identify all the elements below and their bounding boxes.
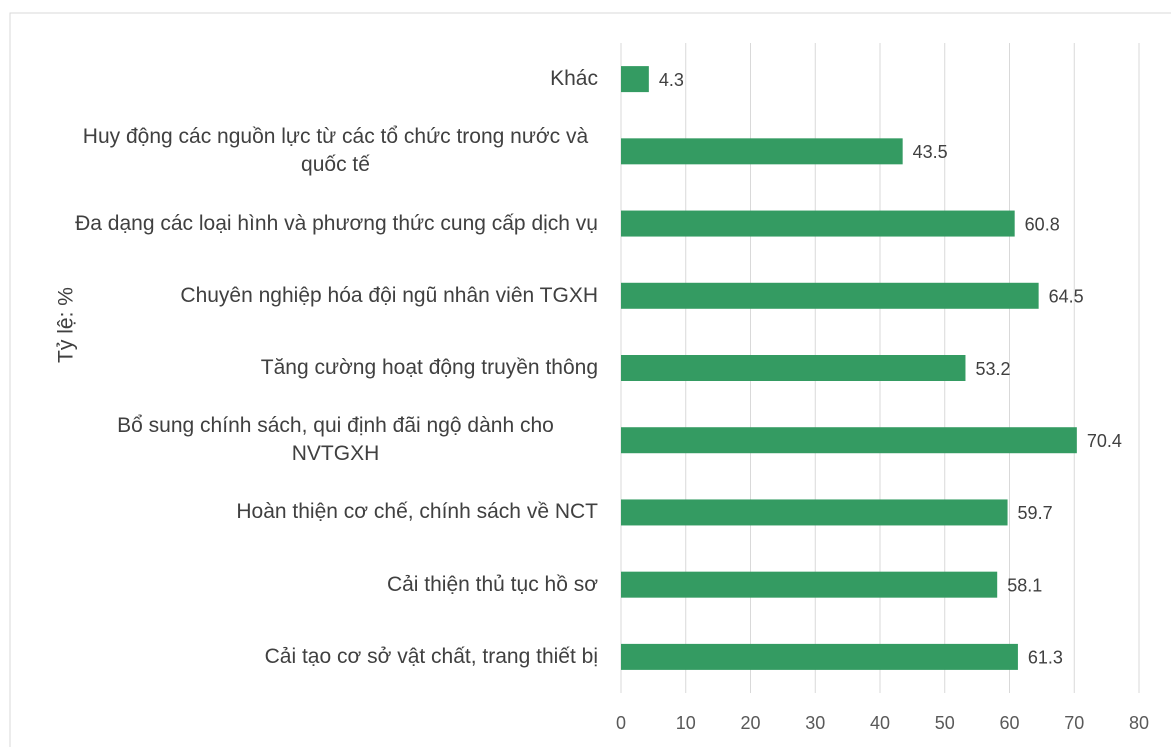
- category-label: Cải tạo cơ sở vật chất, trang thiết bị: [264, 644, 598, 668]
- chart-frame: [9, 12, 1171, 747]
- category-label-box: Đa dạng các loại hình và phương thức cun…: [38, 210, 598, 238]
- bar: [621, 643, 1018, 670]
- x-tick-label: 60: [999, 713, 1019, 733]
- data-label: 43.5: [913, 142, 948, 162]
- category-label: Chuyên nghiệp hóa đội ngũ nhân viên TGXH: [180, 283, 598, 307]
- bar: [621, 355, 966, 381]
- category-label-box: Cải tạo cơ sở vật chất, trang thiết bị: [38, 643, 598, 671]
- bar: [621, 427, 1077, 454]
- category-label-box: Tăng cường hoạt động truyền thông: [38, 354, 598, 382]
- bar: [621, 66, 649, 93]
- data-label: 64.5: [1049, 287, 1084, 307]
- x-tick-label: 10: [676, 713, 696, 733]
- category-label-box: Khác: [38, 65, 598, 93]
- bar: [621, 571, 998, 598]
- x-tick-label: 40: [870, 713, 890, 733]
- category-label: Hoàn thiện cơ chế, chính sách về NCT: [236, 500, 598, 524]
- bar: [621, 138, 903, 165]
- data-label: 53.2: [975, 359, 1010, 379]
- x-tick-label: 20: [740, 713, 760, 733]
- data-label: 58.1: [1007, 575, 1042, 595]
- data-label: 70.4: [1087, 431, 1122, 451]
- category-label-box: Cải thiện thủ tục hồ sơ: [38, 571, 598, 599]
- bar: [621, 499, 1008, 526]
- category-label: Bổ sung chính sách, qui định đãi ngộ dàn…: [117, 414, 554, 466]
- category-label: Tăng cường hoạt động truyền thông: [260, 356, 598, 379]
- x-tick-label: 30: [805, 713, 825, 733]
- data-label: 61.3: [1028, 648, 1063, 668]
- category-label-box: Bổ sung chính sách, qui định đãi ngộ dàn…: [38, 412, 598, 468]
- data-label: 4.3: [659, 70, 684, 90]
- category-label-box: Chuyên nghiệp hóa đội ngũ nhân viên TGXH: [38, 282, 598, 310]
- x-tick-label: 80: [1129, 713, 1149, 733]
- category-label: Đa dạng các loại hình và phương thức cun…: [75, 211, 598, 235]
- category-label-box: Huy động các nguồn lực từ các tổ chức tr…: [38, 123, 598, 179]
- bar: [621, 210, 1015, 237]
- bar: [621, 282, 1039, 309]
- category-label: Khác: [550, 67, 598, 91]
- x-tick-label: 50: [935, 713, 955, 733]
- category-label: Cải thiện thủ tục hồ sơ: [386, 572, 598, 596]
- x-tick-label: 70: [1064, 713, 1084, 733]
- y-axis-label: Tỷ lệ: %: [55, 287, 78, 363]
- category-label-box: Hoàn thiện cơ chế, chính sách về NCT: [38, 498, 598, 526]
- data-label: 59.7: [1018, 503, 1053, 523]
- data-label: 60.8: [1025, 214, 1060, 234]
- category-label: Huy động các nguồn lực từ các tổ chức tr…: [82, 125, 589, 177]
- x-tick-label: 0: [616, 713, 626, 733]
